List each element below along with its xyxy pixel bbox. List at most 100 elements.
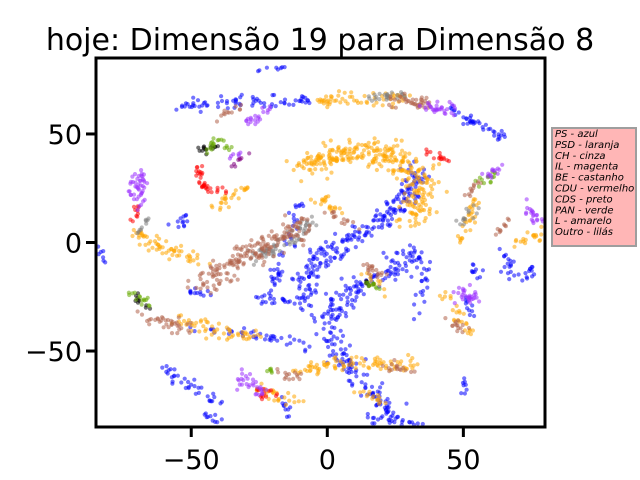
scatter-point bbox=[167, 257, 172, 262]
scatter-point bbox=[224, 325, 229, 330]
scatter-point bbox=[262, 259, 267, 264]
scatter-point bbox=[266, 252, 271, 257]
scatter-point bbox=[424, 147, 429, 152]
scatter-point bbox=[271, 296, 276, 302]
scatter-point bbox=[315, 372, 320, 377]
scatter-point bbox=[225, 271, 230, 276]
scatter-point bbox=[325, 99, 330, 104]
scatter-point bbox=[329, 162, 334, 167]
scatter-point bbox=[282, 65, 287, 70]
x-tick-label: 0 bbox=[319, 445, 336, 476]
scatter-point bbox=[430, 187, 435, 192]
scatter-point bbox=[299, 201, 304, 206]
scatter-point bbox=[359, 100, 364, 105]
scatter-point bbox=[330, 157, 335, 162]
scatter-point bbox=[407, 218, 412, 224]
scatter-point bbox=[214, 269, 219, 274]
scatter-point bbox=[499, 128, 504, 134]
scatter-point bbox=[516, 272, 521, 277]
scatter-point bbox=[476, 206, 481, 211]
scatter-point bbox=[408, 358, 413, 364]
scatter-point bbox=[505, 271, 511, 276]
scatter-point bbox=[312, 319, 317, 324]
scatter-point bbox=[392, 97, 397, 102]
scatter-point bbox=[370, 264, 375, 269]
scatter-point bbox=[456, 285, 462, 290]
scatter-point bbox=[407, 151, 412, 156]
scatter-point bbox=[132, 172, 138, 177]
scatter-point bbox=[305, 150, 310, 156]
scatter-point bbox=[253, 113, 258, 118]
scatter-point bbox=[261, 109, 266, 115]
scatter-point bbox=[333, 214, 338, 219]
scatter-point bbox=[253, 251, 258, 256]
scatter-point bbox=[523, 237, 528, 242]
scatter-point bbox=[529, 217, 534, 222]
scatter-point bbox=[174, 245, 179, 250]
scatter-point bbox=[523, 271, 528, 276]
scatter-point bbox=[177, 253, 182, 258]
scatter-point bbox=[196, 385, 201, 390]
scatter-point bbox=[360, 151, 365, 156]
scatter-point bbox=[324, 166, 329, 171]
scatter-point bbox=[351, 150, 356, 155]
scatter-point bbox=[407, 93, 412, 98]
scatter-point bbox=[427, 212, 432, 217]
scatter-point bbox=[137, 242, 142, 247]
scatter-point bbox=[262, 293, 267, 298]
scatter-point bbox=[322, 199, 327, 204]
scatter-point bbox=[203, 411, 208, 416]
scatter-point bbox=[250, 103, 255, 108]
scatter-point bbox=[442, 111, 447, 116]
scatter-point bbox=[227, 327, 232, 332]
scatter-point bbox=[197, 273, 202, 278]
scatter-point bbox=[437, 162, 442, 167]
scatter-point bbox=[414, 176, 419, 181]
scatter-point bbox=[439, 105, 444, 110]
scatter-point bbox=[349, 359, 354, 364]
scatter-point bbox=[281, 222, 286, 227]
scatter-point bbox=[409, 182, 415, 187]
scatter-point bbox=[187, 330, 192, 335]
scatter-point bbox=[291, 167, 296, 173]
scatter-point bbox=[302, 367, 308, 372]
scatter-point bbox=[460, 297, 465, 302]
scatter-point bbox=[301, 340, 306, 345]
scatter-point bbox=[365, 411, 370, 417]
scatter-point bbox=[281, 250, 286, 255]
scatter-point bbox=[341, 351, 346, 356]
scatter-point bbox=[383, 401, 388, 406]
scatter-point bbox=[204, 147, 209, 152]
scatter-point bbox=[295, 163, 300, 168]
scatter-point bbox=[331, 334, 336, 339]
scatter-point bbox=[417, 103, 422, 108]
scatter-point bbox=[428, 104, 433, 109]
scatter-point bbox=[422, 197, 428, 203]
legend-entry: IL - magenta bbox=[555, 162, 618, 173]
scatter-point bbox=[258, 100, 263, 105]
scatter-point bbox=[135, 309, 140, 314]
scatter-point bbox=[272, 398, 277, 403]
scatter-point bbox=[342, 90, 347, 95]
scatter-point bbox=[128, 192, 133, 197]
scatter-point bbox=[330, 246, 336, 251]
scatter-point bbox=[282, 97, 288, 102]
scatter-point bbox=[331, 349, 336, 354]
scatter-point bbox=[164, 250, 169, 255]
scatter-point bbox=[293, 203, 298, 208]
scatter-point bbox=[387, 400, 392, 405]
scatter-point bbox=[325, 311, 330, 316]
legend-entry: BE - castanho bbox=[555, 173, 624, 184]
scatter-point bbox=[363, 143, 368, 148]
scatter-point bbox=[321, 360, 326, 365]
scatter-point bbox=[274, 243, 279, 248]
scatter-point bbox=[377, 282, 382, 287]
scatter-point bbox=[411, 195, 416, 200]
scatter-point bbox=[154, 233, 159, 238]
scatter-point bbox=[402, 191, 407, 196]
scatter-point bbox=[227, 156, 232, 161]
scatter-point bbox=[401, 252, 406, 257]
scatter-point bbox=[307, 287, 313, 292]
scatter-point bbox=[197, 329, 202, 334]
scatter-point bbox=[210, 399, 215, 404]
